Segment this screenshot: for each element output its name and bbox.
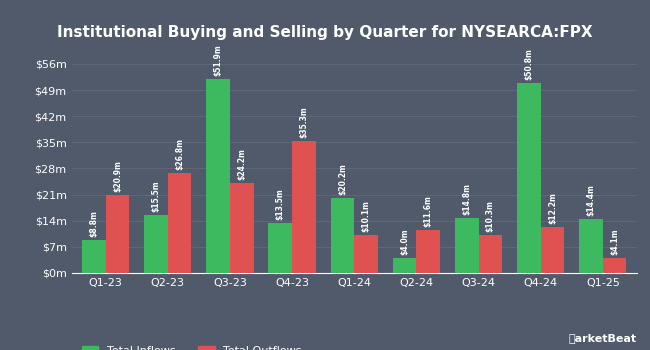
Bar [603, 258, 627, 273]
Text: $10.3m: $10.3m [486, 200, 495, 232]
Bar [106, 195, 129, 273]
Bar [541, 228, 564, 273]
Text: $51.9m: $51.9m [214, 44, 223, 76]
Bar [206, 79, 230, 273]
Bar [478, 234, 502, 273]
Bar [331, 198, 354, 273]
Bar [455, 218, 478, 273]
Text: $14.4m: $14.4m [586, 184, 595, 216]
Text: $8.8m: $8.8m [89, 210, 98, 237]
Bar [579, 219, 603, 273]
Text: $11.6m: $11.6m [424, 195, 433, 227]
Bar [144, 215, 168, 273]
Bar [393, 258, 417, 273]
Text: $10.1m: $10.1m [361, 201, 370, 232]
Text: $24.2m: $24.2m [237, 148, 246, 180]
Text: $15.5m: $15.5m [151, 181, 161, 212]
Text: $35.3m: $35.3m [300, 106, 308, 138]
Text: $26.8m: $26.8m [175, 138, 184, 170]
Bar [354, 235, 378, 273]
Bar [417, 230, 440, 273]
Legend: Total Inflows, Total Outflows: Total Inflows, Total Outflows [77, 341, 306, 350]
Bar [268, 223, 292, 273]
Bar [517, 83, 541, 273]
Bar [230, 183, 254, 273]
Bar [292, 141, 316, 273]
Text: $4.1m: $4.1m [610, 228, 619, 255]
Text: $50.8m: $50.8m [525, 49, 534, 80]
Bar [168, 173, 192, 273]
Text: $12.2m: $12.2m [548, 193, 557, 224]
Text: $13.5m: $13.5m [276, 188, 285, 219]
Text: $20.9m: $20.9m [113, 160, 122, 192]
Text: $4.0m: $4.0m [400, 229, 409, 255]
Text: Institutional Buying and Selling by Quarter for NYSEARCA:FPX: Institutional Buying and Selling by Quar… [57, 25, 593, 40]
Bar [82, 240, 106, 273]
Text: $14.8m: $14.8m [462, 183, 471, 215]
Text: ⫽arketBeat: ⫽arketBeat [569, 333, 637, 343]
Text: $20.2m: $20.2m [338, 163, 347, 195]
